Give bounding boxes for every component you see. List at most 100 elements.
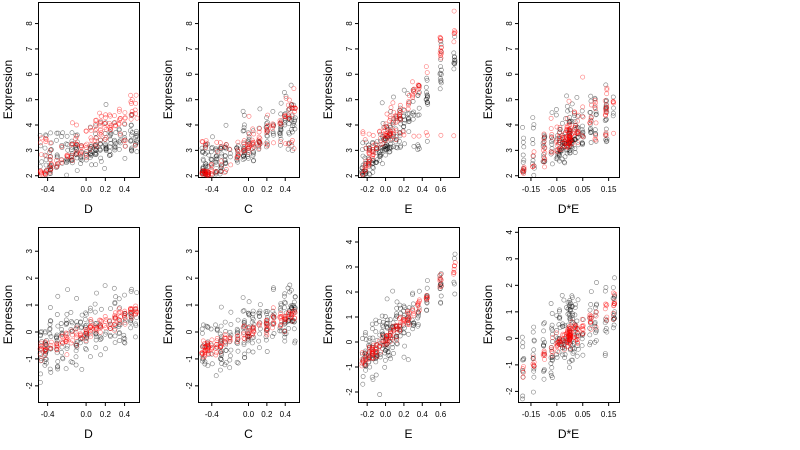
- data-point-black: [241, 340, 247, 346]
- data-point-black: [566, 119, 572, 125]
- x-tick-label: -0.4: [205, 185, 219, 194]
- data-point-red: [129, 311, 135, 317]
- data-point-black: [521, 135, 526, 141]
- data-point-black: [245, 155, 251, 161]
- data-point-black: [560, 323, 566, 329]
- data-point-black: [384, 296, 390, 302]
- data-point-black: [572, 150, 578, 155]
- data-point-black: [277, 133, 283, 138]
- data-point-red: [541, 135, 547, 141]
- data-point-black: [121, 339, 127, 345]
- data-point-red: [405, 102, 411, 108]
- data-point-red: [400, 319, 406, 325]
- data-point-red: [384, 333, 390, 339]
- data-point-black: [363, 337, 369, 343]
- data-point-black: [567, 114, 572, 120]
- data-point-black: [234, 326, 240, 332]
- data-point-black: [122, 320, 128, 326]
- data-point-red: [572, 325, 578, 331]
- data-point-red: [549, 134, 554, 140]
- data-point-black: [541, 367, 547, 372]
- data-point-red: [283, 95, 289, 101]
- data-point-black: [103, 148, 109, 153]
- data-point-red: [278, 311, 283, 316]
- data-point-black: [47, 149, 53, 155]
- data-point-black: [548, 370, 554, 376]
- data-point-red: [103, 319, 109, 325]
- data-point-red: [610, 311, 616, 316]
- data-point-red: [611, 130, 616, 136]
- data-point-black: [553, 334, 559, 340]
- x-tick-label: 0.2: [398, 185, 410, 194]
- data-point-black: [241, 122, 247, 128]
- data-point-red: [572, 109, 577, 115]
- data-point-black: [78, 155, 84, 160]
- data-point-black: [362, 332, 368, 338]
- data-point-black: [401, 354, 407, 360]
- points: [199, 282, 298, 379]
- data-point-black: [235, 330, 241, 335]
- data-point-red: [580, 331, 585, 337]
- data-point-black: [107, 144, 113, 149]
- data-point-red: [376, 344, 382, 350]
- data-point-black: [98, 352, 103, 358]
- data-point-black: [610, 285, 616, 290]
- data-point-black: [78, 161, 83, 166]
- data-point-black: [610, 113, 616, 119]
- data-point-black: [74, 168, 80, 173]
- data-point-black: [531, 324, 537, 330]
- data-point-red: [117, 309, 123, 315]
- data-point-black: [43, 162, 49, 168]
- data-point-red: [572, 125, 578, 130]
- data-point-red: [388, 105, 394, 110]
- data-point-black: [520, 396, 525, 402]
- data-point-black: [42, 359, 48, 364]
- data-point-black: [214, 162, 220, 167]
- data-point-red: [411, 88, 416, 94]
- data-point-red: [542, 145, 548, 151]
- data-point-black: [571, 340, 577, 346]
- data-point-black: [563, 116, 568, 122]
- data-point-red: [437, 275, 443, 281]
- y-tick-label: 3: [345, 264, 354, 269]
- data-point-red: [202, 353, 208, 359]
- data-point-red: [83, 338, 89, 343]
- data-point-black: [602, 328, 608, 333]
- y-tick-label: 0: [185, 329, 194, 334]
- data-point-black: [83, 310, 88, 316]
- data-point-red: [240, 324, 246, 330]
- data-point-red: [289, 318, 295, 324]
- data-point-red: [531, 354, 536, 360]
- data-point-black: [218, 153, 224, 159]
- data-point-red: [133, 111, 138, 116]
- data-point-black: [588, 98, 594, 104]
- data-point-black: [281, 90, 287, 95]
- data-point-red: [291, 86, 297, 91]
- data-point-black: [245, 130, 251, 136]
- data-point-black: [108, 132, 114, 137]
- data-point-red: [574, 130, 580, 135]
- data-point-black: [530, 329, 536, 335]
- data-point-red: [405, 101, 411, 106]
- data-point-red: [580, 322, 586, 328]
- data-point-red: [264, 323, 270, 329]
- data-point-black: [78, 319, 83, 325]
- data-point-black: [209, 361, 215, 367]
- y-tick-label: 0: [25, 329, 34, 334]
- data-point-red: [88, 141, 94, 147]
- data-point-black: [287, 289, 293, 295]
- data-point-red: [269, 325, 275, 331]
- data-point-black: [549, 322, 555, 328]
- data-point-red: [575, 140, 581, 145]
- y-tick-label: 2: [505, 173, 514, 178]
- data-point-red: [385, 338, 390, 343]
- data-point-black: [402, 141, 407, 147]
- data-point-black: [42, 145, 48, 151]
- data-point-red: [122, 321, 128, 327]
- data-point-black: [359, 168, 365, 174]
- data-point-red: [604, 105, 610, 111]
- data-point-red: [602, 112, 608, 118]
- data-point-black: [286, 121, 292, 127]
- y-tick-label: 4: [505, 230, 514, 235]
- data-point-red: [416, 297, 422, 303]
